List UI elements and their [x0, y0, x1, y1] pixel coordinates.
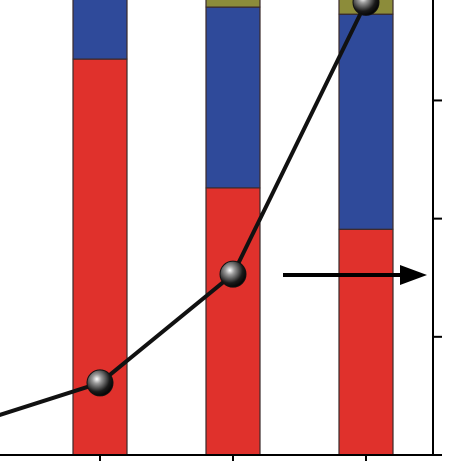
- line-layer: [0, 0, 380, 417]
- plot-area: [72, 0, 394, 455]
- line: [0, 1, 368, 417]
- bar-segment: [205, 187, 261, 455]
- line-marker: [86, 369, 114, 397]
- bar-segment: [72, 0, 128, 60]
- line-marker: [219, 260, 247, 288]
- bar-segment: [338, 228, 394, 455]
- bar-segment: [205, 0, 261, 8]
- arrow: [283, 265, 427, 285]
- line-marker: [352, 0, 380, 16]
- bar-segment: [338, 13, 394, 230]
- bar-segment: [205, 6, 261, 189]
